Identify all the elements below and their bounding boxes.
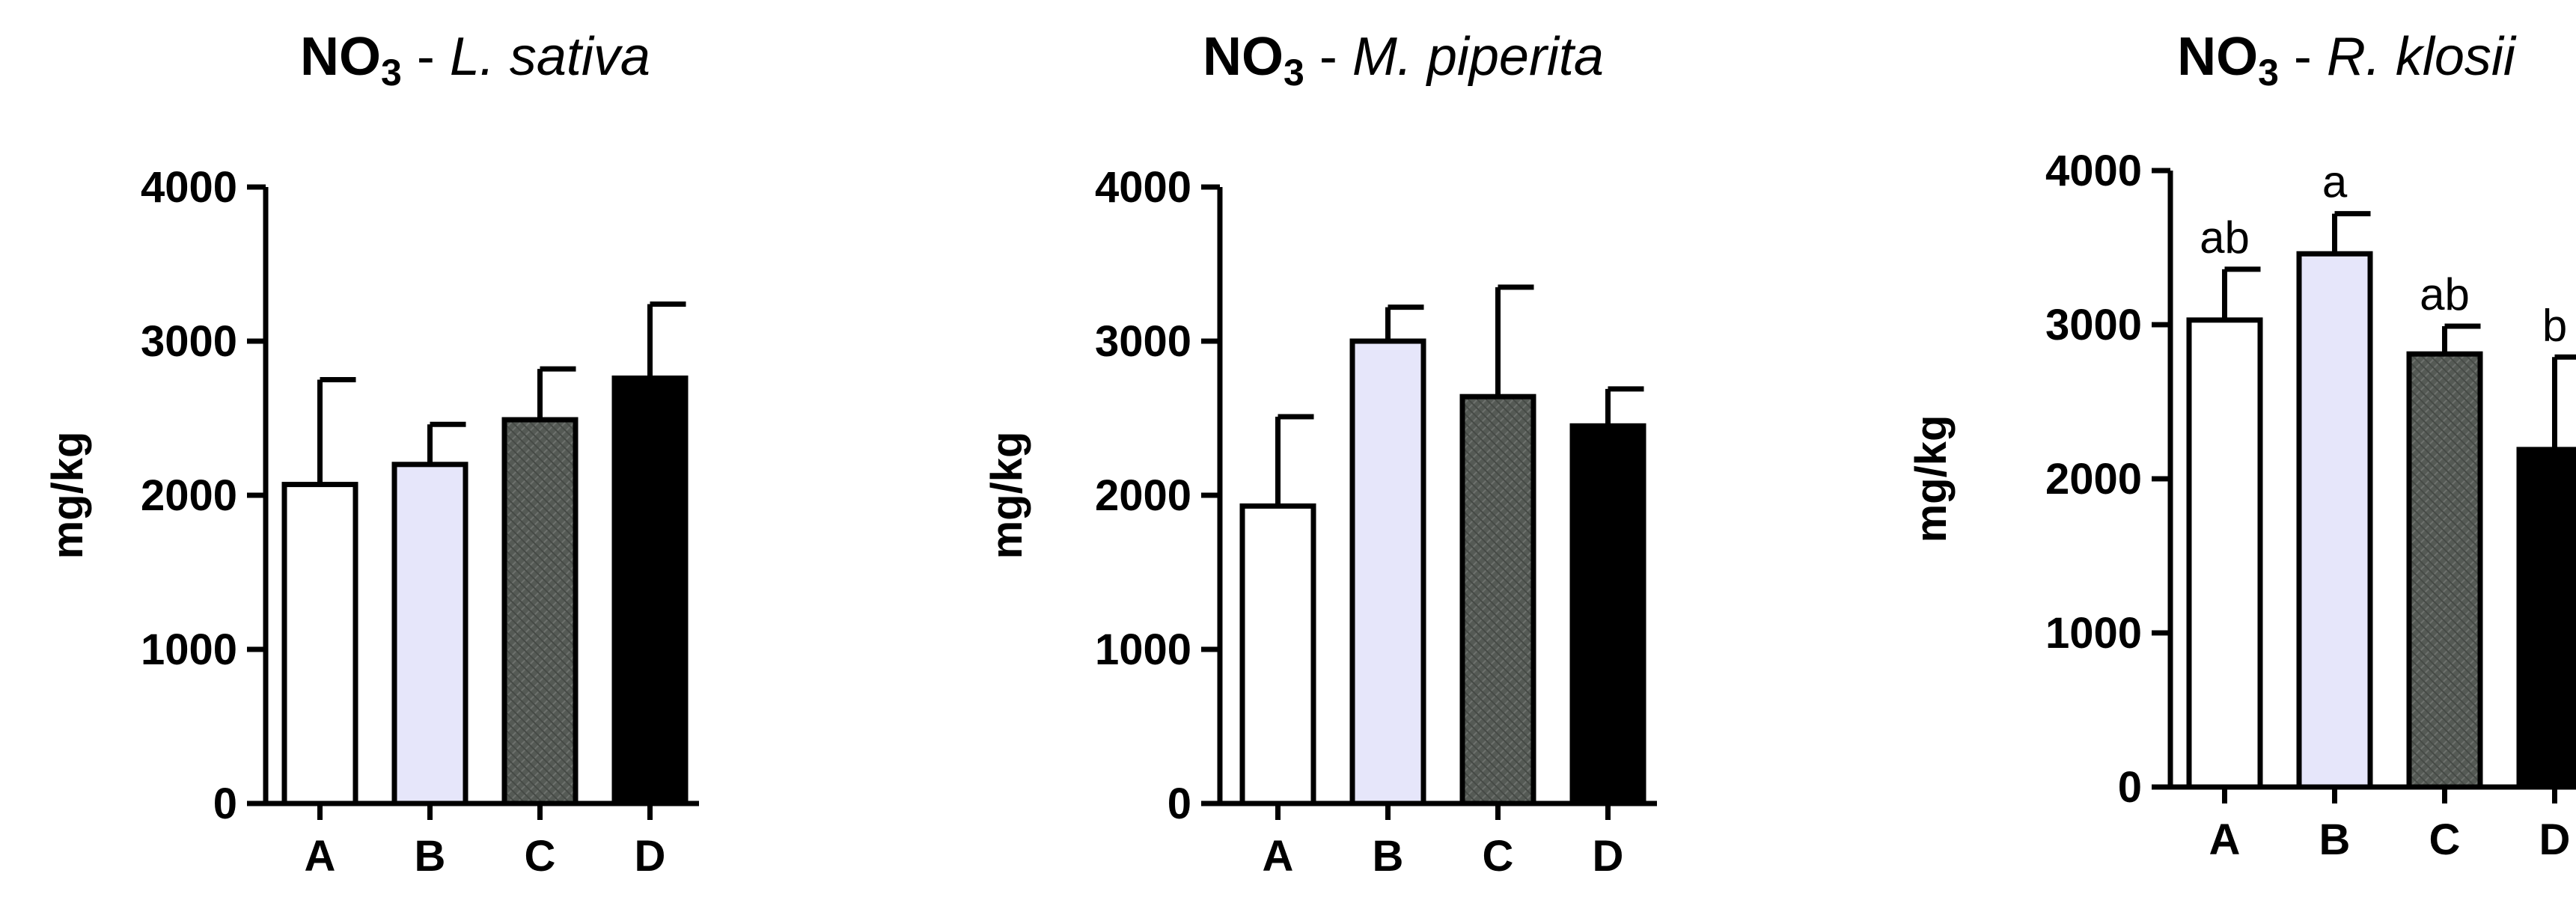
y-axis-label: mg/kg <box>1907 415 1956 543</box>
bar-C <box>1459 394 1536 806</box>
y-tick-label: 4000 <box>141 163 237 212</box>
y-tick-label: 0 <box>2118 763 2142 812</box>
bar-B <box>1349 338 1426 806</box>
y-tick-label: 2000 <box>1095 471 1191 520</box>
title-species: L. sativa <box>450 27 650 87</box>
x-tick-label-B: B <box>415 832 446 881</box>
title-separator: - <box>402 27 450 87</box>
y-axis-label: mg/kg <box>983 432 1031 560</box>
y-axis-label: mg/kg <box>43 432 92 560</box>
title-separator: - <box>1304 27 1352 87</box>
title-prefix: NO <box>1203 27 1284 87</box>
y-tick-label: 2000 <box>2045 455 2142 503</box>
chart-title: NO3 - M. piperita <box>1203 27 1604 94</box>
x-tick-label-A: A <box>305 832 336 881</box>
significance-label-A: ab <box>2200 212 2250 263</box>
bar-A <box>1239 503 1316 806</box>
y-tick-label: 3000 <box>1095 317 1191 366</box>
chart-panel-2: NO3 - M. piperita mg/kg A B C D 0 1000 2000 3000 4… <box>983 27 1657 881</box>
y-tick-label: 1000 <box>2045 609 2142 658</box>
y-tick-label: 0 <box>1168 780 1191 828</box>
x-tick-label-D: D <box>2539 815 2571 864</box>
y-tick-label: 2000 <box>141 471 237 520</box>
x-tick-label-D: D <box>635 832 666 881</box>
title-subscript: 3 <box>381 52 402 94</box>
chart-panel-1: NO3 - L. sativa mg/kg A B C D 0 1000 2000 3000 400… <box>43 27 699 881</box>
significance-label-D: b <box>2542 300 2567 350</box>
title-separator: - <box>2279 27 2327 87</box>
bar-D <box>1569 423 1646 806</box>
bar-A <box>2186 317 2263 790</box>
title-subscript: 3 <box>2258 52 2279 94</box>
title-species: R. klosii <box>2327 27 2517 87</box>
significance-label-B: a <box>2322 157 2348 207</box>
title-prefix: NO <box>300 27 381 87</box>
title-species: M. piperita <box>1352 27 1604 87</box>
y-tick-label: 1000 <box>141 625 237 674</box>
bar-B <box>2296 251 2373 790</box>
y-tick-label: 3000 <box>141 317 237 366</box>
bar-D <box>2516 447 2576 790</box>
y-tick-label: 1000 <box>1095 625 1191 674</box>
bar-A <box>281 482 358 806</box>
title-subscript: 3 <box>1284 52 1304 94</box>
x-tick-label-D: D <box>1593 832 1624 881</box>
y-tick-label: 4000 <box>2045 147 2142 195</box>
bar-B <box>391 462 468 806</box>
y-tick-label: 4000 <box>1095 163 1191 212</box>
chart-title: NO3 - R. klosii <box>2177 27 2517 94</box>
title-prefix: NO <box>2177 27 2258 87</box>
chart-title: NO3 - L. sativa <box>300 27 650 94</box>
x-tick-label-B: B <box>2319 815 2351 864</box>
bar-D <box>611 375 689 806</box>
bar-C <box>501 417 579 806</box>
x-tick-label-B: B <box>1373 832 1404 881</box>
x-tick-label-A: A <box>1263 832 1294 881</box>
x-tick-label-C: C <box>2429 815 2461 864</box>
x-tick-label-C: C <box>1483 832 1514 881</box>
y-tick-label: 0 <box>213 780 237 828</box>
x-tick-label-A: A <box>2209 815 2241 864</box>
bar-C <box>2406 351 2483 790</box>
chart-panel-3: NO3 - R. klosii mg/kg ab Aa Bab Cb D 0 1000 2000 3… <box>1907 27 2576 864</box>
x-tick-label-C: C <box>525 832 556 881</box>
significance-label-C: ab <box>2420 269 2470 319</box>
y-tick-label: 3000 <box>2045 301 2142 349</box>
